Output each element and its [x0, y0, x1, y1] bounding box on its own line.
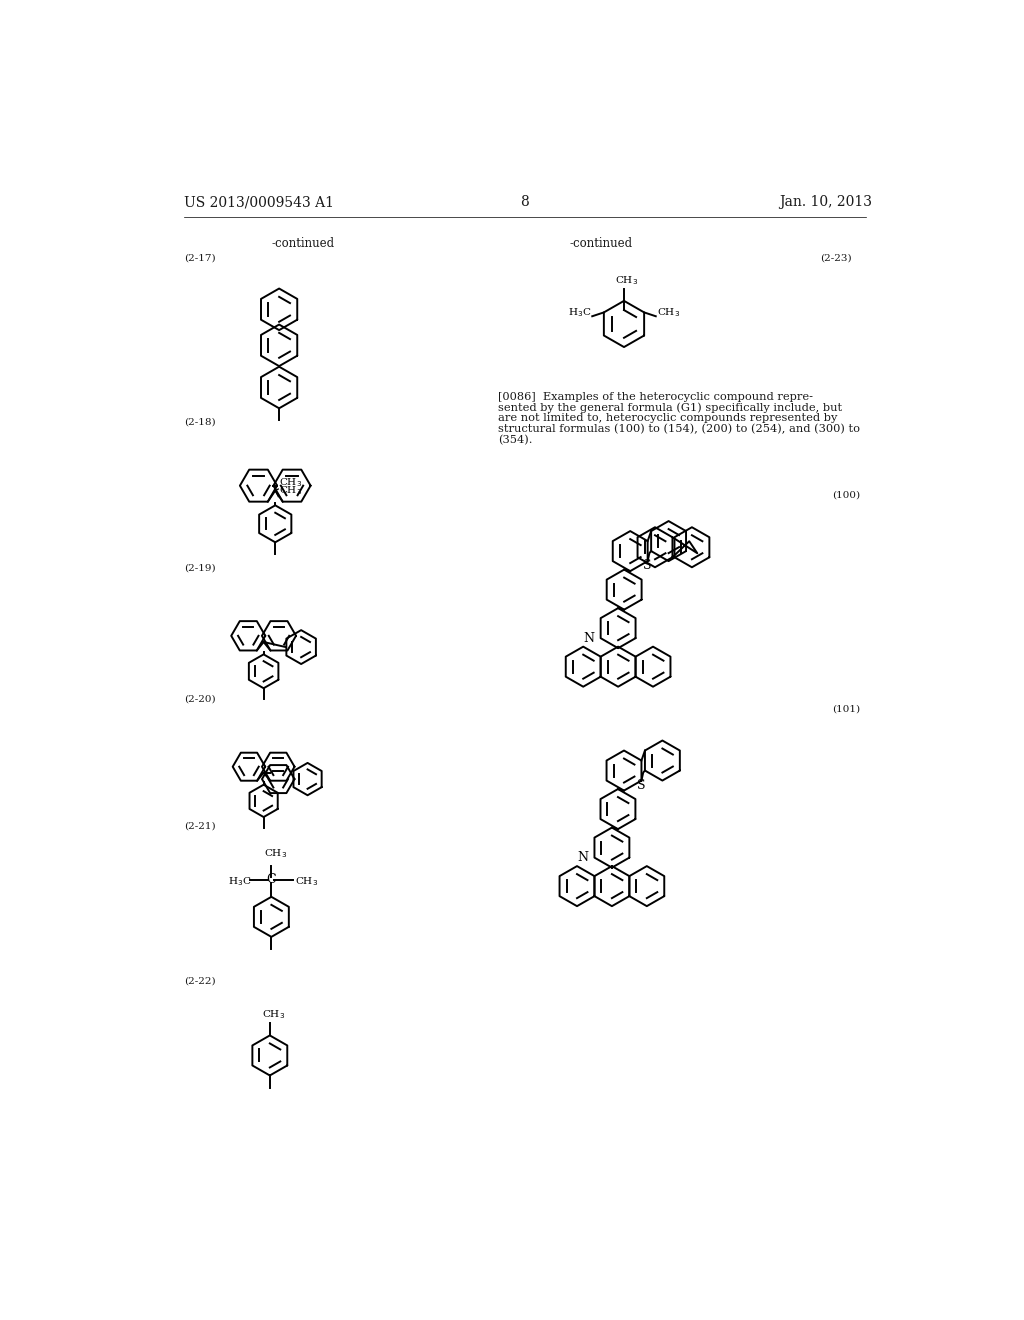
Text: H$_3$C: H$_3$C: [228, 875, 251, 888]
Text: S: S: [637, 779, 645, 792]
Text: (100): (100): [831, 490, 860, 499]
Text: CH$_3$: CH$_3$: [262, 1008, 286, 1020]
Text: C: C: [266, 874, 276, 887]
Text: H$_3$C: H$_3$C: [568, 306, 592, 318]
Text: CH$_3$: CH$_3$: [263, 847, 287, 859]
Text: structural formulas (100) to (154), (200) to (254), and (300) to: structural formulas (100) to (154), (200…: [498, 424, 860, 434]
Text: (2-23): (2-23): [820, 253, 852, 263]
Text: N: N: [584, 632, 595, 644]
Text: CH$_3$: CH$_3$: [295, 875, 317, 888]
Text: US 2013/0009543 A1: US 2013/0009543 A1: [183, 195, 334, 209]
Text: S: S: [643, 560, 651, 573]
Text: are not limited to, heterocyclic compounds represented by: are not limited to, heterocyclic compoun…: [498, 413, 837, 424]
Text: (2-22): (2-22): [184, 977, 216, 986]
Text: N: N: [578, 851, 588, 865]
Text: CH$_3$: CH$_3$: [280, 484, 302, 496]
Text: -continued: -continued: [569, 238, 633, 249]
Text: CH$_3$: CH$_3$: [657, 306, 681, 318]
Text: 8: 8: [520, 195, 529, 209]
Text: (2-20): (2-20): [184, 694, 216, 704]
Text: -continued: -continued: [271, 238, 335, 249]
Text: (2-18): (2-18): [184, 417, 216, 426]
Text: CH$_3$: CH$_3$: [280, 477, 302, 488]
Text: sented by the general formula (G1) specifically include, but: sented by the general formula (G1) speci…: [498, 403, 842, 413]
Text: Jan. 10, 2013: Jan. 10, 2013: [779, 195, 872, 209]
Text: (101): (101): [831, 705, 860, 713]
Text: (354).: (354).: [498, 434, 532, 445]
Text: [0086]  Examples of the heterocyclic compound repre-: [0086] Examples of the heterocyclic comp…: [498, 392, 813, 401]
Text: (2-21): (2-21): [184, 821, 216, 830]
Text: CH$_3$: CH$_3$: [614, 275, 638, 286]
Text: (2-17): (2-17): [184, 253, 216, 263]
Text: (2-19): (2-19): [184, 564, 216, 573]
